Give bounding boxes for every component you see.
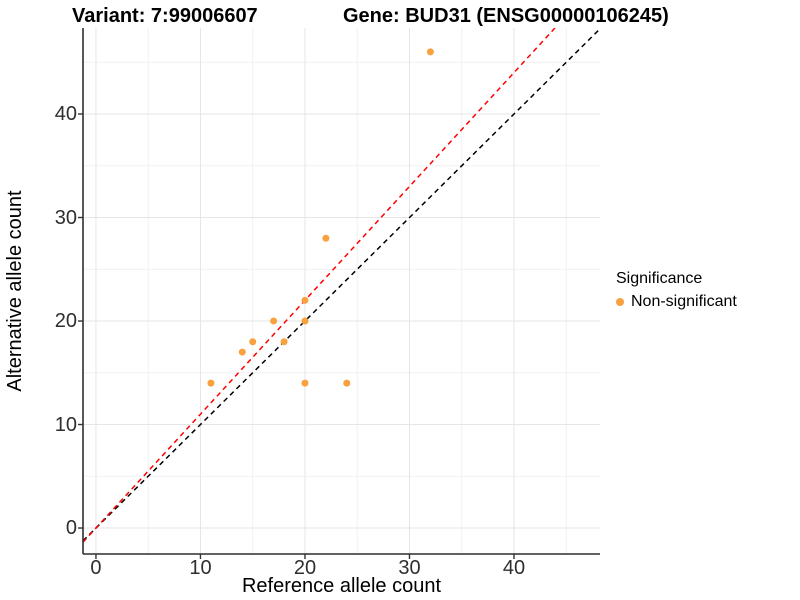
x-tick-label: 40 xyxy=(502,557,526,579)
fitted-line xyxy=(83,28,556,543)
x-tick-label: 30 xyxy=(398,557,421,579)
y-tick-label: 0 xyxy=(65,517,77,540)
y-tick-label: 30 xyxy=(54,206,77,229)
data-point xyxy=(343,379,351,387)
data-point xyxy=(207,379,215,387)
y-tick-label: 20 xyxy=(54,310,77,333)
legend-item-label: Non-significant xyxy=(631,293,737,310)
data-point xyxy=(301,379,309,387)
data-point xyxy=(238,348,246,356)
x-axis-title: Reference allele count xyxy=(241,575,441,597)
data-point xyxy=(249,338,257,346)
legend: Significance Non-significant xyxy=(616,270,737,311)
x-tick-label: 20 xyxy=(293,557,317,579)
data-point xyxy=(280,338,288,346)
x-tick-label: 10 xyxy=(189,557,212,579)
legend-item-non-significant: Non-significant xyxy=(616,293,737,311)
x-tick-label: 0 xyxy=(90,557,102,579)
data-point xyxy=(301,317,309,325)
gene-title: Gene: BUD31 (ENSG00000106245) xyxy=(343,5,669,27)
variant-title: Variant: 7:99006607 xyxy=(72,5,258,27)
data-point xyxy=(322,234,330,242)
legend-title: Significance xyxy=(616,270,703,287)
data-point xyxy=(301,296,309,304)
data-point xyxy=(426,48,434,56)
y-tick-label: 10 xyxy=(54,413,77,436)
identity-line xyxy=(83,28,600,542)
y-tick-label: 40 xyxy=(54,103,77,125)
legend-point-icon xyxy=(616,298,624,306)
data-point xyxy=(270,317,278,325)
